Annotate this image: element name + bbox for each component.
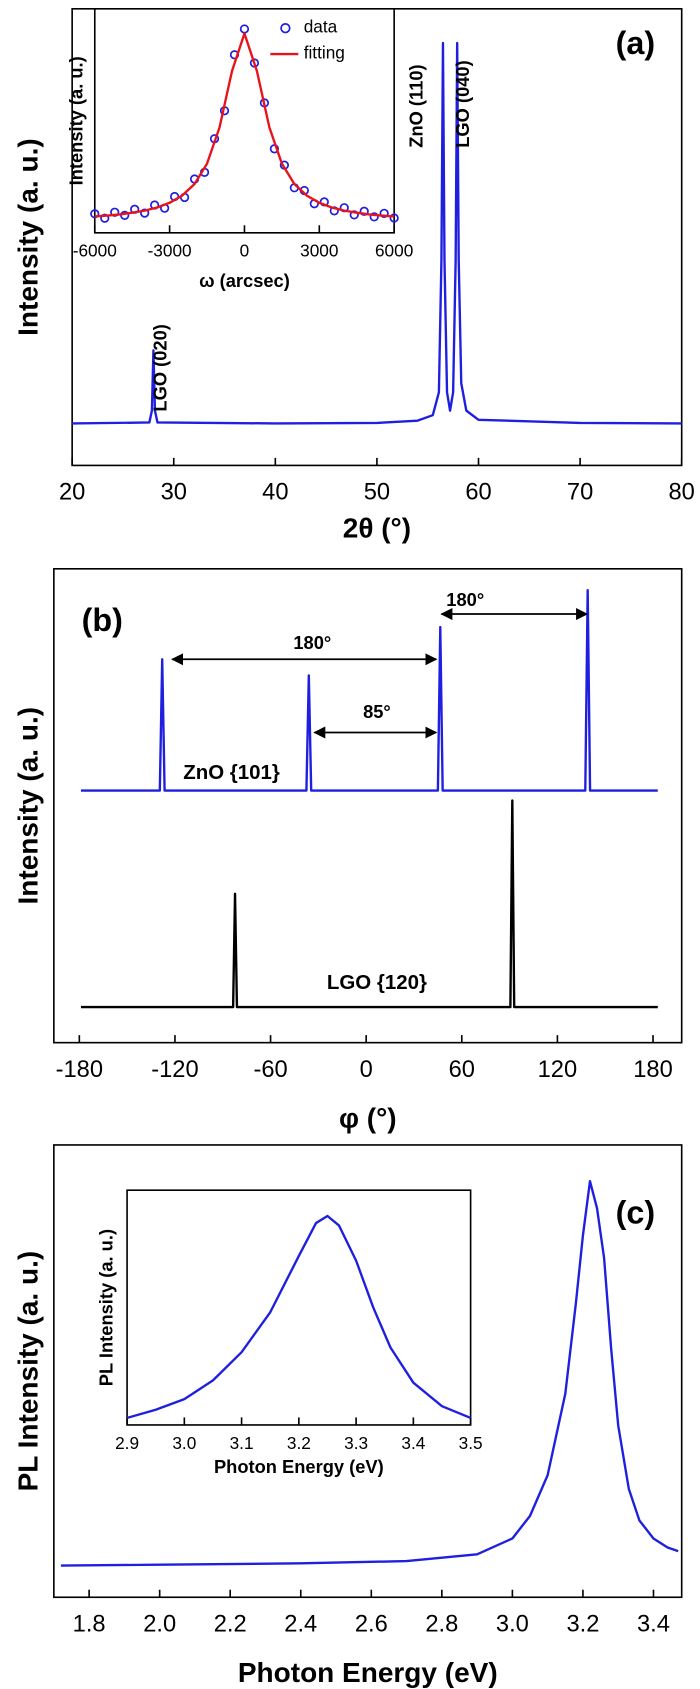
data-point	[359, 206, 369, 216]
x-axis-label: φ (°)	[339, 1103, 397, 1134]
x-tick-label: 80	[669, 480, 695, 506]
panel-label: (b)	[82, 602, 123, 638]
x-tick-label: 3.0	[172, 1433, 196, 1453]
data-point	[140, 208, 150, 218]
annotation: 85°	[363, 701, 391, 722]
x-axis-label: ω (arcsec)	[199, 270, 290, 291]
x-tick-label: 0	[240, 241, 250, 261]
y-axis-label: Intensity (a. u.)	[65, 56, 86, 185]
annotation: LGO (040)	[452, 60, 473, 147]
x-tick-label: 30	[161, 480, 187, 506]
x-tick-label: 180	[633, 1057, 673, 1083]
annotation: 180°	[446, 589, 484, 610]
x-tick-label: 0	[360, 1057, 373, 1083]
data-point	[369, 212, 379, 222]
x-tick-label: 1.8	[73, 1612, 106, 1638]
y-axis-label: Intensity (a. u.)	[13, 707, 44, 905]
x-tick-label: 2.9	[115, 1433, 139, 1453]
x-tick-label: 3.2	[566, 1612, 599, 1638]
x-tick-label: 120	[538, 1057, 578, 1083]
legend-label: fitting	[304, 43, 345, 63]
data-point	[90, 209, 100, 219]
data-line	[94, 32, 395, 218]
data-point	[389, 213, 399, 223]
legend-label: data	[304, 17, 338, 37]
x-tick-label: 70	[567, 480, 593, 506]
plot-frame	[93, 8, 395, 234]
x-tick-label: 3.5	[459, 1433, 483, 1453]
annotation: 180°	[293, 632, 331, 653]
x-tick-label: 2.0	[143, 1612, 176, 1638]
x-tick-label: -6000	[73, 241, 117, 261]
data-line	[80, 588, 658, 792]
x-tick-label: -3000	[148, 241, 192, 261]
data-line	[60, 1179, 679, 1567]
x-tick-label: 60	[465, 480, 491, 506]
x-axis-label: Photon Energy (eV)	[214, 1456, 384, 1477]
x-tick-label: 2.8	[425, 1612, 458, 1638]
x-tick-label: 6000	[375, 241, 413, 261]
x-tick-label: 2.4	[284, 1612, 317, 1638]
x-tick-label: 2.2	[214, 1612, 247, 1638]
x-tick-label: 40	[262, 480, 288, 506]
panel-label: (a)	[616, 25, 655, 61]
data-point	[379, 208, 389, 218]
x-tick-label: -120	[151, 1057, 198, 1083]
panel-label: (c)	[616, 1194, 655, 1230]
x-tick-label: 60	[449, 1057, 475, 1083]
series-label: ZnO {101}	[183, 761, 280, 784]
data-point	[100, 213, 110, 223]
x-tick-label: 3.0	[496, 1612, 529, 1638]
y-axis-label: Intensity (a. u.)	[13, 138, 44, 336]
x-axis-label: 2θ (°)	[343, 512, 411, 543]
x-tick-label: 3.4	[401, 1433, 425, 1453]
x-tick-label: 50	[364, 480, 390, 506]
x-tick-label: 2.6	[355, 1612, 388, 1638]
x-tick-label: 3.1	[230, 1433, 254, 1453]
x-tick-label: 3000	[300, 241, 338, 261]
annotation: ZnO (110)	[406, 64, 427, 147]
series-label: LGO {120}	[327, 971, 427, 994]
x-tick-label: 3.2	[287, 1433, 311, 1453]
legend-symbol	[280, 23, 291, 34]
plot-frame	[53, 568, 683, 1044]
x-tick-label: 3.3	[344, 1433, 368, 1453]
plot-frame	[126, 1189, 472, 1426]
y-axis-label: PL Intensity (a. u.)	[13, 1251, 44, 1492]
data-line	[72, 41, 682, 425]
annotation: LGO (020)	[149, 324, 170, 411]
data-line	[126, 1214, 472, 1420]
data-line	[80, 799, 658, 1009]
x-tick-label: -180	[56, 1057, 103, 1083]
x-tick-label: 20	[59, 480, 85, 506]
x-tick-label: -60	[253, 1057, 287, 1083]
y-axis-label: PL Intensity (a. u.)	[96, 1229, 117, 1386]
x-axis-label: Photon Energy (eV)	[238, 1657, 498, 1688]
x-tick-label: 3.4	[637, 1612, 670, 1638]
